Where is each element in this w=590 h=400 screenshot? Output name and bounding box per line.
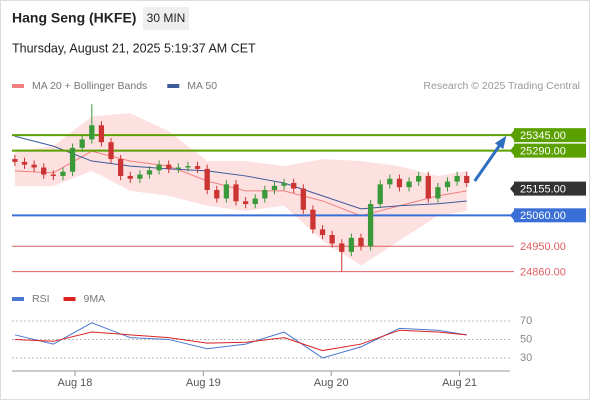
- candle-body: [425, 175, 431, 199]
- candle-body: [339, 243, 345, 252]
- level-box: [514, 128, 586, 143]
- candle-body: [454, 175, 460, 182]
- rsi-tick-label: 50: [520, 333, 532, 345]
- candle-body: [156, 164, 162, 171]
- candle-body: [79, 139, 85, 148]
- candle-body: [300, 188, 306, 210]
- timeframe-box: [143, 7, 189, 30]
- x-tick-label: Aug 19: [186, 377, 221, 389]
- timeframe: 30 MIN: [147, 11, 186, 25]
- level-box-pointer: [510, 144, 515, 157]
- level-label: 24860.00: [520, 266, 566, 278]
- level-label: 25345.00: [520, 130, 566, 142]
- level-box: [514, 208, 586, 223]
- level-box-pointer: [510, 182, 515, 195]
- candle-body: [127, 175, 133, 179]
- ma50-line: [14, 135, 467, 210]
- candle-body: [281, 182, 287, 186]
- x-tick-label: Aug 20: [314, 377, 349, 389]
- candle-body: [271, 185, 278, 190]
- level-label: 25290.00: [520, 146, 566, 158]
- subtitle: Thursday, August 21, 2025 5:19:37 AM CET: [12, 41, 256, 55]
- candle-body: [291, 182, 297, 189]
- candle-body: [137, 174, 143, 179]
- candle-body: [204, 168, 210, 190]
- candle-body: [242, 201, 249, 205]
- candle-body: [117, 159, 124, 176]
- x-tick-label: Aug 21: [442, 377, 477, 389]
- candle-body: [319, 229, 326, 235]
- candle-body: [396, 178, 403, 188]
- candle-body: [377, 184, 383, 205]
- candle-body: [50, 174, 56, 176]
- legend-swatch: [12, 84, 24, 88]
- candle-body: [223, 184, 230, 199]
- level-box: [514, 143, 586, 158]
- legend-swatch: [167, 84, 180, 88]
- candle-body: [416, 175, 422, 182]
- rsi-tick-label: 30: [520, 352, 532, 364]
- legend-swatch: [12, 297, 24, 301]
- candle-body: [31, 164, 37, 168]
- candle-body: [358, 237, 364, 247]
- level-box-pointer: [510, 129, 515, 142]
- level-box: [514, 181, 586, 196]
- candle-body: [89, 125, 95, 140]
- x-tick-label: Aug 18: [58, 377, 93, 389]
- candle-body: [387, 178, 393, 185]
- candle-body: [108, 142, 114, 160]
- candle-body: [233, 184, 239, 202]
- candle-body: [310, 209, 316, 230]
- candle-body: [348, 237, 355, 252]
- candle-body: [69, 147, 76, 172]
- candle-body: [41, 167, 47, 175]
- legend-swatch: [63, 297, 76, 301]
- legend-label: MA 20 + Bollinger Bands: [32, 80, 147, 92]
- rsi-ma-line: [14, 329, 467, 352]
- candle-body: [214, 190, 220, 199]
- credit: Research © 2025 Trading Central: [423, 80, 580, 92]
- candle-body: [21, 161, 28, 165]
- rsi-line: [14, 322, 467, 359]
- chart-title: Hang Seng (HKFE): [12, 10, 136, 26]
- level-box-pointer: [510, 209, 515, 222]
- candle-body: [435, 187, 441, 199]
- candle-body: [60, 171, 66, 176]
- candle-body: [146, 170, 153, 175]
- candle-body: [406, 181, 412, 188]
- candle-body: [98, 125, 105, 143]
- legend-label: MA 50: [187, 80, 217, 92]
- candle-body: [175, 167, 181, 169]
- candle-body: [185, 166, 191, 168]
- level-label: 24950.00: [520, 241, 566, 253]
- candle-body: [194, 166, 201, 169]
- legend-label: 9MA: [84, 293, 106, 305]
- candle-body: [444, 181, 451, 188]
- level-label: 25155.00: [520, 184, 566, 196]
- candle-body: [367, 204, 374, 247]
- rsi-tick-label: 70: [520, 315, 532, 327]
- candle-body: [12, 159, 18, 162]
- candle-body: [252, 198, 258, 205]
- candle-body: [166, 164, 172, 169]
- legend-label: RSI: [32, 293, 50, 305]
- level-label: 25060.00: [520, 210, 566, 222]
- candle-body: [262, 190, 268, 199]
- forecast-arrow-head: [494, 135, 507, 150]
- candle-body: [464, 175, 470, 183]
- candle-body: [329, 235, 335, 244]
